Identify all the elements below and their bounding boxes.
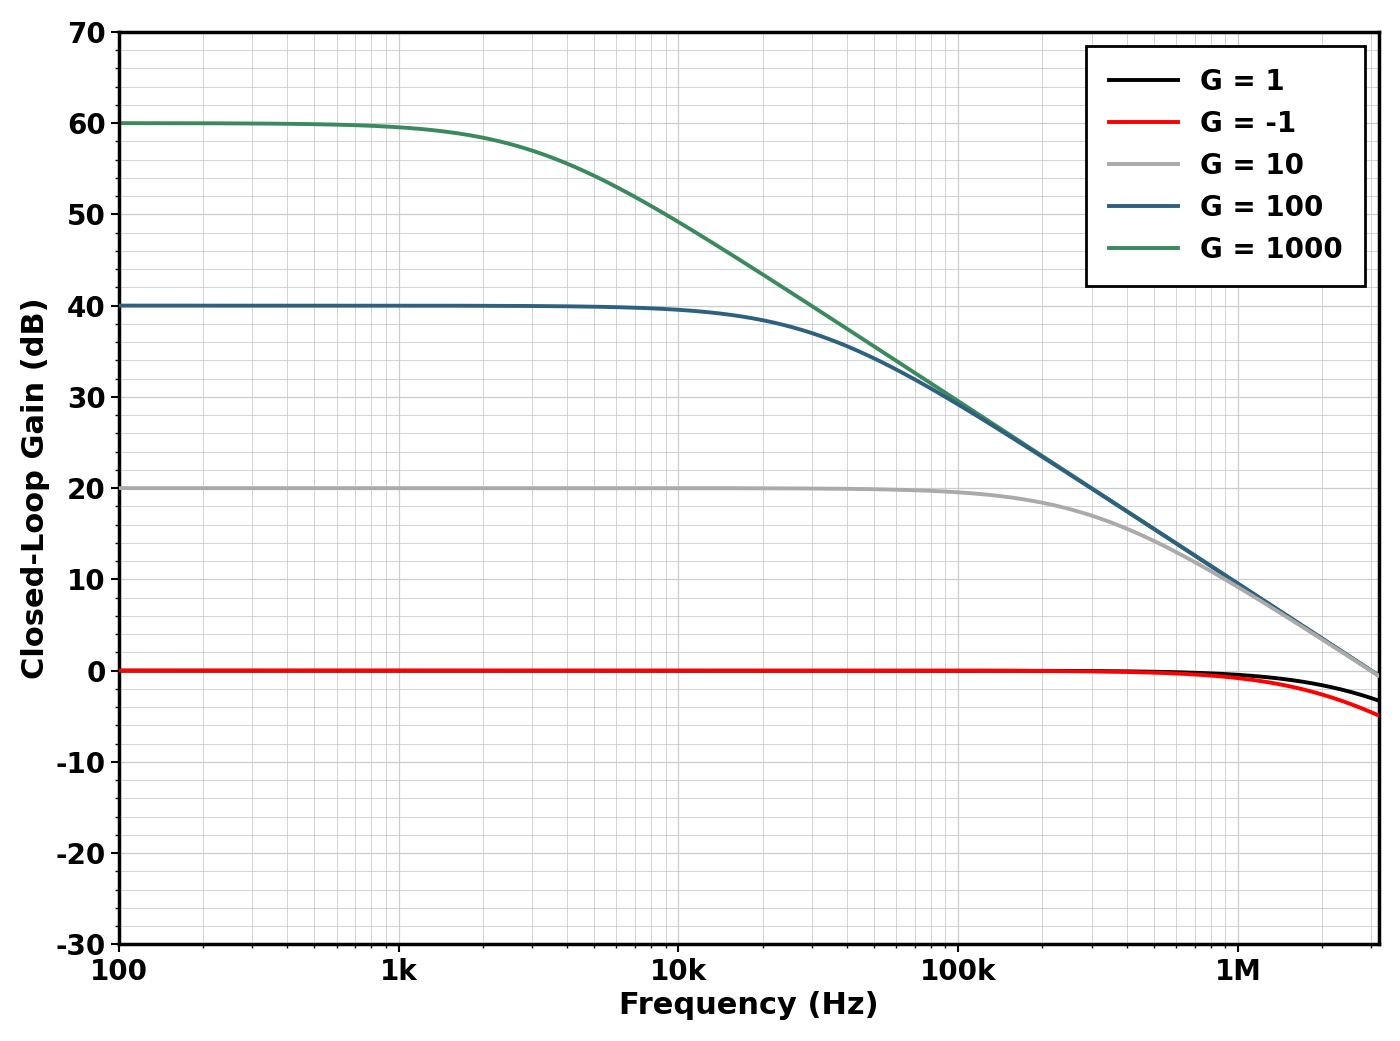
G = -1 [1371, 709, 1387, 721]
G = 1000 [111, 117, 127, 129]
G = 10 [1051, 500, 1068, 512]
G = 10 [1147, 535, 1163, 548]
G = 10 [1371, 669, 1387, 682]
G = 1 [1051, 664, 1068, 677]
G = -1 [592, 664, 609, 677]
G = 10 [111, 482, 127, 494]
G = 1 [1371, 694, 1387, 707]
G = 10 [592, 482, 609, 494]
G = 1000 [339, 119, 356, 131]
G = -1 [867, 664, 883, 677]
Y-axis label: Closed-Loop Gain (dB): Closed-Loop Gain (dB) [21, 298, 50, 679]
G = -1 [111, 664, 127, 677]
G = -1 [1147, 666, 1163, 679]
G = 1000 [1371, 669, 1387, 682]
G = 1000 [867, 340, 883, 353]
Line: G = -1: G = -1 [119, 670, 1379, 715]
G = 100 [867, 353, 883, 365]
G = 1000 [592, 173, 609, 185]
X-axis label: Frequency (Hz): Frequency (Hz) [619, 991, 879, 1020]
G = 1 [930, 664, 946, 677]
Legend: G = 1, G = -1, G = 10, G = 100, G = 1000: G = 1, G = -1, G = 10, G = 100, G = 1000 [1086, 46, 1365, 285]
G = 100 [592, 301, 609, 313]
G = 1 [867, 664, 883, 677]
G = 100 [1051, 461, 1068, 474]
G = 1000 [1051, 461, 1068, 474]
G = 100 [1371, 669, 1387, 682]
G = 1 [111, 664, 127, 677]
G = 10 [867, 483, 883, 496]
G = 10 [930, 485, 946, 498]
Line: G = 10: G = 10 [119, 488, 1379, 676]
G = 100 [1147, 524, 1163, 536]
G = 100 [930, 386, 946, 399]
G = 1000 [1147, 524, 1163, 536]
Line: G = 1: G = 1 [119, 670, 1379, 701]
G = 1 [1147, 665, 1163, 678]
G = 100 [339, 300, 356, 312]
G = -1 [1051, 665, 1068, 678]
G = -1 [339, 664, 356, 677]
G = 1 [339, 664, 356, 677]
G = -1 [930, 664, 946, 677]
Line: G = 100: G = 100 [119, 306, 1379, 676]
G = 100 [111, 300, 127, 312]
G = 1 [592, 664, 609, 677]
G = 1000 [930, 382, 946, 395]
G = 10 [339, 482, 356, 494]
Line: G = 1000: G = 1000 [119, 123, 1379, 676]
